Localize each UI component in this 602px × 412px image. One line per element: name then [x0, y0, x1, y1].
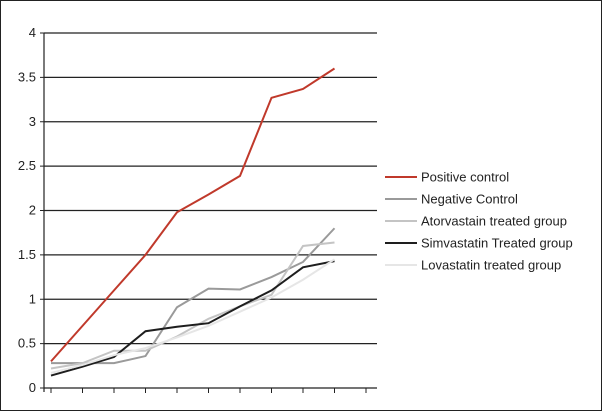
y-tick-label: 4 — [29, 25, 36, 40]
series-line-5 — [50, 258, 336, 374]
series-line-1 — [50, 67, 336, 363]
y-tick-label: 2.5 — [18, 158, 36, 173]
series-line-3 — [50, 241, 335, 370]
legend-item: Atorvastain treated group — [385, 214, 567, 229]
legend-label: Atorvastain treated group — [421, 214, 567, 229]
series-line-4 — [50, 260, 335, 377]
legend-label: Negative Control — [421, 192, 518, 207]
axes — [43, 33, 377, 392]
y-tick-label: 1.5 — [18, 247, 36, 262]
series-line-2 — [51, 227, 336, 365]
x-axis-ticks — [50, 388, 367, 393]
y-tick-label: 1 — [29, 291, 36, 306]
y-tick-label: 0 — [29, 380, 36, 395]
y-tick-label: 2 — [29, 203, 36, 218]
y-axis-ticks: 0 0.5 1 1.5 2 2.5 3 3.5 4 — [18, 25, 44, 395]
legend-item: Negative Control — [385, 192, 518, 207]
legend-item: Lovastatin treated group — [385, 258, 561, 273]
legend-item: Simvastatin Treated group — [385, 236, 573, 251]
legend-item: Positive control — [385, 170, 509, 185]
legend-label: Positive control — [421, 170, 509, 185]
legend-label: Simvastatin Treated group — [421, 236, 573, 251]
y-tick-label: 3.5 — [18, 69, 36, 84]
grid-lines — [44, 32, 377, 345]
legend: Positive control Negative Control Atorvast… — [385, 170, 573, 273]
series-lines — [50, 67, 336, 377]
legend-label: Lovastatin treated group — [421, 258, 561, 273]
y-tick-label: 3 — [29, 114, 36, 129]
y-tick-label: 0.5 — [18, 336, 36, 351]
